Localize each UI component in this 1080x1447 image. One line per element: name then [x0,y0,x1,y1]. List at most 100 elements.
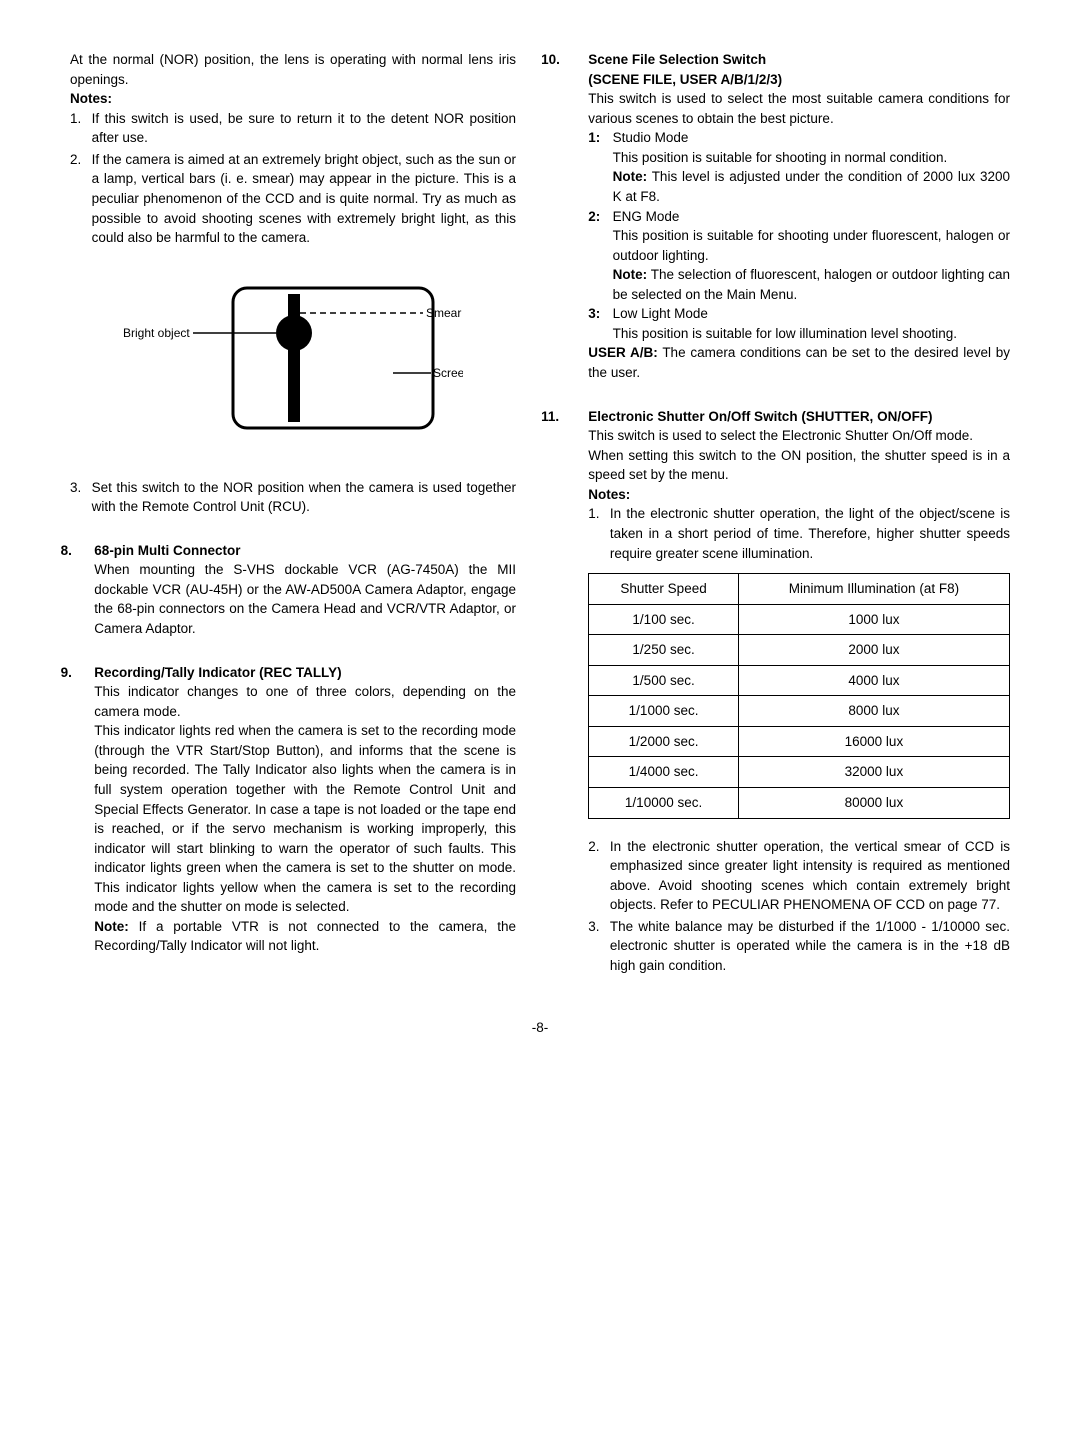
cell-speed: 1/250 sec. [589,635,739,666]
section-11: 11. Electronic Shutter On/Off Switch (SH… [564,407,1010,976]
notes-label: Notes: [70,89,516,109]
s11-note-3: 3. The white balance may be disturbed if… [610,917,1010,976]
fig-label-screen: Screen [433,366,463,380]
mode-title: Low Light Mode [613,306,708,321]
note-text: In the electronic shutter operation, the… [610,839,1010,913]
note-item-3: 3. Set this switch to the NOR position w… [92,478,516,517]
note-num: 2. [70,150,81,170]
figure-svg: Bright object Smear Screen [123,278,463,438]
table-row: 1/4000 sec.32000 lux [589,757,1010,788]
mode-3-body: This position is suitable for low illumi… [588,324,1010,344]
section-note-line: Note: If a portable VTR is not connected… [94,917,516,956]
mode-1-note: Note: This level is adjusted under the c… [588,167,1010,206]
mode-2-body: This position is suitable for shooting u… [588,226,1010,265]
note-text: If this switch is used, be sure to retur… [92,111,516,146]
table-row: 1/1000 sec.8000 lux [589,696,1010,727]
mode-title: Studio Mode [613,130,689,145]
cell-speed: 1/100 sec. [589,604,739,635]
section-title-2: (SCENE FILE, USER A/B/1/2/3) [588,70,1010,90]
s11-note-2: 2. In the electronic shutter operation, … [610,837,1010,915]
user-label: USER A/B: [588,345,658,360]
mode-1-body: This position is suitable for shooting i… [588,148,1010,168]
note-text: This level is adjusted under the conditi… [613,169,1010,204]
mode-label: 1: [588,128,600,148]
cell-illum: 2000 lux [738,635,1009,666]
cell-illum: 4000 lux [738,665,1009,696]
table-row: 1/10000 sec.80000 lux [589,788,1010,819]
note-label: Note: [613,267,648,282]
s11-notes-list-2: 2. In the electronic shutter operation, … [588,837,1010,976]
note-text: If the camera is aimed at an extremely b… [92,152,516,245]
note-label: Note: [613,169,648,184]
fig-label-bright: Bright object [123,326,190,340]
section-intro: This switch is used to select the most s… [588,89,1010,128]
note-text: If a portable VTR is not connected to th… [94,919,516,954]
note-num: 3. [70,478,81,498]
note-item-1: 1. If this switch is used, be sure to re… [92,109,516,148]
section-10: 10. Scene File Selection Switch (SCENE F… [564,50,1010,383]
section-body-1: This switch is used to select the Electr… [588,426,1010,446]
table-row: 1/100 sec.1000 lux [589,604,1010,635]
user-ab: USER A/B: The camera conditions can be s… [588,343,1010,382]
section-body: When mounting the S-VHS dockable VCR (AG… [94,560,516,638]
table-header-illum: Minimum Illumination (at F8) [738,574,1009,605]
section-num: 9. [61,663,72,683]
section-num: 11. [541,407,559,427]
section-body-2: This indicator lights red when the camer… [94,721,516,917]
fig-label-smear: Smear [426,306,461,320]
section-title: Recording/Tally Indicator (REC TALLY) [94,663,516,683]
section-title: 68-pin Multi Connector [94,541,516,561]
notes-list: 1. If this switch is used, be sure to re… [70,109,516,248]
mode-label: 2: [588,207,600,227]
section-8: 8. 68-pin Multi Connector When mounting … [70,541,516,639]
section-title-1: Scene File Selection Switch [588,50,1010,70]
note-text: Set this switch to the NOR position when… [92,480,516,515]
page-number: -8- [70,1018,1010,1038]
section-num: 8. [61,541,72,561]
note-num: 1. [70,109,81,129]
note-num: 3. [588,917,599,937]
cell-illum: 1000 lux [738,604,1009,635]
cell-speed: 1/2000 sec. [589,726,739,757]
shutter-table: Shutter Speed Minimum Illumination (at F… [588,573,1010,819]
intro-text: At the normal (NOR) position, the lens i… [70,50,516,89]
cell-illum: 16000 lux [738,726,1009,757]
note-text: In the electronic shutter operation, the… [610,506,1010,560]
page-content: At the normal (NOR) position, the lens i… [70,50,1010,978]
section-body-2: When setting this switch to the ON posit… [588,446,1010,485]
s11-notes-list: 1. In the electronic shutter operation, … [588,504,1010,563]
left-column: At the normal (NOR) position, the lens i… [70,50,516,978]
section-9: 9. Recording/Tally Indicator (REC TALLY)… [70,663,516,956]
mode-2: 2: ENG Mode [588,207,1010,227]
section-body-1: This indicator changes to one of three c… [94,682,516,721]
table-body: 1/100 sec.1000 lux 1/250 sec.2000 lux 1/… [589,604,1010,818]
notes-label: Notes: [588,485,1010,505]
mode-title: ENG Mode [613,209,680,224]
right-column: 10. Scene File Selection Switch (SCENE F… [564,50,1010,978]
table-row: 1/250 sec.2000 lux [589,635,1010,666]
table-row: 1/2000 sec.16000 lux [589,726,1010,757]
mode-1: 1: Studio Mode [588,128,1010,148]
cell-illum: 8000 lux [738,696,1009,727]
note-label: Note: [94,919,129,934]
mode-label: 3: [588,304,600,324]
section-title: Electronic Shutter On/Off Switch (SHUTTE… [588,407,1010,427]
mode-2-note: Note: The selection of fluorescent, halo… [588,265,1010,304]
smear-figure: Bright object Smear Screen [123,278,463,438]
note-num: 1. [588,504,599,524]
table-header-speed: Shutter Speed [589,574,739,605]
cell-speed: 1/10000 sec. [589,788,739,819]
note-item-2: 2. If the camera is aimed at an extremel… [92,150,516,248]
s11-note-1: 1. In the electronic shutter operation, … [610,504,1010,563]
cell-illum: 80000 lux [738,788,1009,819]
note-num: 2. [588,837,599,857]
cell-speed: 1/4000 sec. [589,757,739,788]
cell-speed: 1/1000 sec. [589,696,739,727]
notes-list-cont: 3. Set this switch to the NOR position w… [70,478,516,517]
cell-speed: 1/500 sec. [589,665,739,696]
cell-illum: 32000 lux [738,757,1009,788]
table-row: 1/500 sec.4000 lux [589,665,1010,696]
note-text: The selection of fluorescent, halogen or… [613,267,1010,302]
mode-3: 3: Low Light Mode [588,304,1010,324]
section-num: 10. [541,50,560,70]
